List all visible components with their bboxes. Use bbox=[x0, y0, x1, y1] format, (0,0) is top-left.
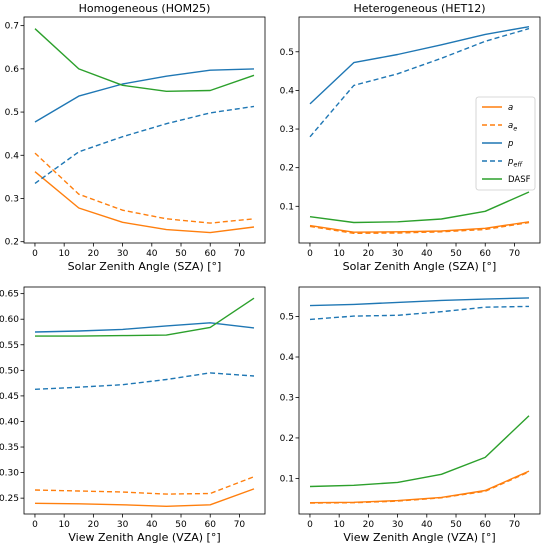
x-axis-label: View Zenith Angle (VZA) [°] bbox=[343, 531, 495, 544]
chart-title: Homogeneous (HOM25) bbox=[79, 2, 211, 15]
series-line-a bbox=[34, 171, 255, 234]
plot-frame bbox=[23, 286, 266, 515]
series-line-a bbox=[34, 488, 255, 507]
series-line-dasf bbox=[309, 191, 530, 224]
plot-frame bbox=[298, 16, 541, 244]
series-line-p bbox=[34, 322, 255, 333]
series-line-a bbox=[309, 221, 530, 233]
x-tick-label: 60 bbox=[205, 520, 217, 530]
x-tick-label: 0 bbox=[307, 520, 313, 530]
x-axis-label: Solar Zenith Angle (SZA) [°] bbox=[68, 260, 222, 273]
series-line-ae bbox=[309, 221, 530, 235]
x-tick-label: 40 bbox=[146, 520, 158, 530]
x-tick-label: 30 bbox=[392, 520, 404, 530]
y-tick-label: 0.4 bbox=[280, 353, 295, 363]
series-line-dasf bbox=[35, 297, 255, 337]
x-tick-label: 0 bbox=[32, 520, 38, 530]
y-tick-label: 0.30 bbox=[0, 469, 19, 479]
y-tick-label: 0.2 bbox=[280, 164, 294, 174]
x-tick-label: 60 bbox=[205, 249, 217, 259]
y-tick-label: 0.65 bbox=[0, 290, 19, 300]
y-tick-label: 0.1 bbox=[280, 474, 294, 484]
y-tick-label: 0.5 bbox=[280, 48, 294, 58]
series-line-ae bbox=[309, 471, 530, 504]
legend: a ae p peff DASF bbox=[475, 96, 536, 191]
series-line-peff bbox=[34, 372, 255, 390]
x-tick-label: 50 bbox=[175, 249, 187, 259]
x-tick-label: 70 bbox=[234, 249, 246, 259]
x-tick-label: 40 bbox=[421, 249, 433, 259]
series-line-peff bbox=[34, 105, 255, 184]
series-line-dasf bbox=[309, 415, 530, 488]
chart-panel-4: 0 10 20 30 40 50 60 70 0.1 0.2 0.3 0.4 0.5 View Zenit… bbox=[280, 286, 541, 544]
x-tick-label: 70 bbox=[234, 520, 246, 530]
y-tick-label: 0.2 bbox=[280, 434, 294, 444]
y-tick-label: 0.3 bbox=[280, 125, 294, 135]
series-line-ae bbox=[34, 476, 255, 495]
y-tick-label: 0.25 bbox=[0, 494, 19, 504]
y-tick-label: 0.3 bbox=[5, 194, 19, 204]
series-line-peff bbox=[309, 27, 530, 138]
y-tick-label: 0.2 bbox=[5, 238, 19, 248]
y-tick-label: 0.5 bbox=[5, 108, 19, 118]
legend-label-peff: peff bbox=[507, 157, 523, 169]
plot-frame bbox=[298, 286, 541, 515]
y-tick-label: 0.4 bbox=[280, 86, 295, 96]
x-tick-label: 20 bbox=[88, 520, 100, 530]
x-tick-label: 50 bbox=[450, 520, 462, 530]
x-tick-label: 30 bbox=[117, 249, 129, 259]
x-tick-label: 30 bbox=[117, 520, 129, 530]
x-tick-label: 10 bbox=[58, 249, 70, 259]
y-tick-label: 0.40 bbox=[0, 417, 19, 427]
x-tick-label: 50 bbox=[450, 249, 462, 259]
x-tick-label: 10 bbox=[333, 249, 345, 259]
legend-label-a: a bbox=[508, 103, 513, 113]
y-tick-label: 0.3 bbox=[280, 393, 294, 403]
legend-box bbox=[475, 96, 536, 191]
x-tick-label: 0 bbox=[307, 249, 313, 259]
y-tick-label: 0.35 bbox=[0, 443, 19, 453]
x-tick-label: 60 bbox=[480, 520, 492, 530]
x-tick-label: 0 bbox=[32, 249, 38, 259]
y-tick-label: 0.50 bbox=[0, 366, 19, 376]
chart-panel-3: 0 10 20 30 40 50 60 70 0.25 0.30 0.35 0.40 0.45 0.50 0… bbox=[0, 286, 266, 544]
legend-label-p: p bbox=[507, 139, 513, 149]
y-tick-label: 0.5 bbox=[280, 313, 294, 323]
x-tick-label: 50 bbox=[175, 520, 187, 530]
x-tick-label: 10 bbox=[333, 520, 345, 530]
series-line-dasf bbox=[34, 28, 255, 93]
legend-label-ae: ae bbox=[508, 121, 517, 133]
chart-panel-2: Heterogeneous (HET12) 0 10 20 30 40 50 60 70 0.1 0… bbox=[280, 2, 541, 273]
y-tick-label: 0.45 bbox=[0, 392, 19, 402]
x-tick-label: 70 bbox=[509, 520, 521, 530]
series-line-p bbox=[34, 68, 255, 123]
series-line-peff bbox=[309, 305, 530, 321]
y-tick-label: 0.4 bbox=[5, 151, 20, 161]
y-tick-label: 0.6 bbox=[5, 65, 20, 75]
legend-label-dasf: DASF bbox=[508, 175, 531, 185]
x-tick-label: 40 bbox=[421, 520, 433, 530]
x-tick-label: 20 bbox=[363, 249, 375, 259]
x-tick-label: 70 bbox=[509, 249, 521, 259]
plot-frame bbox=[23, 16, 266, 244]
y-tick-label: 0.60 bbox=[0, 315, 19, 325]
series-line-p bbox=[309, 26, 530, 105]
x-axis-label: View Zenith Angle (VZA) [°] bbox=[68, 531, 220, 544]
series-line-ae bbox=[34, 152, 255, 224]
x-tick-label: 20 bbox=[88, 249, 100, 259]
x-axis-label: Solar Zenith Angle (SZA) [°] bbox=[343, 260, 497, 273]
x-tick-label: 30 bbox=[392, 249, 404, 259]
y-tick-label: 0.7 bbox=[5, 22, 19, 32]
x-tick-label: 10 bbox=[58, 520, 70, 530]
y-tick-label: 0.55 bbox=[0, 341, 19, 351]
x-tick-label: 40 bbox=[146, 249, 158, 259]
series-line-p bbox=[309, 297, 530, 307]
x-tick-label: 20 bbox=[363, 520, 375, 530]
x-tick-label: 60 bbox=[480, 249, 492, 259]
chart-panel-1: Homogeneous (HOM25) 0 10 20 30 40 50 60 70 0.2 0.3… bbox=[5, 2, 266, 273]
y-tick-label: 0.1 bbox=[280, 202, 294, 212]
chart-title: Heterogeneous (HET12) bbox=[353, 2, 485, 15]
